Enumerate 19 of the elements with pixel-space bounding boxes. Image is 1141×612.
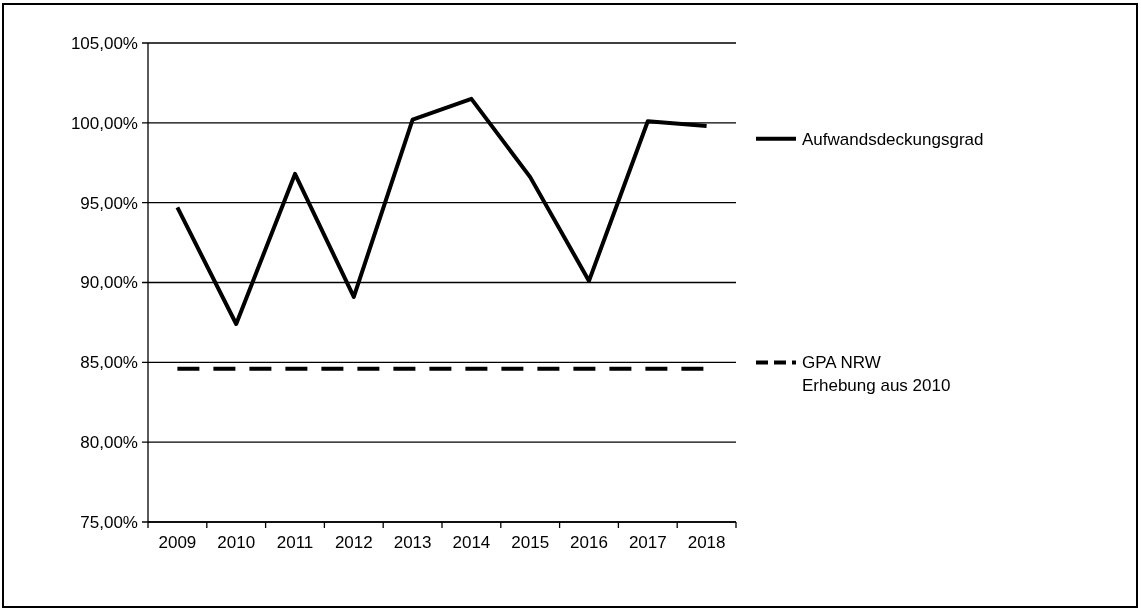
x-tick-label: 2011: [276, 533, 314, 552]
legend-label: GPA NRW Erhebung aus 2010: [802, 353, 951, 395]
x-tick-label: 2010: [217, 533, 256, 552]
x-tick-label: 2009: [158, 533, 197, 552]
y-tick-label: 90,00%: [80, 273, 138, 293]
y-tick-label: 105,00%: [70, 33, 138, 53]
x-tick-label: 2017: [628, 533, 667, 552]
x-tick-label: 2014: [452, 533, 491, 552]
y-tick-label: 100,00%: [70, 113, 138, 133]
y-tick-label: 80,00%: [80, 433, 138, 453]
y-tick-label: 75,00%: [80, 512, 138, 532]
x-tick-label: 2015: [511, 533, 550, 552]
x-tick-label: 2018: [687, 533, 726, 552]
x-tick-label: 2013: [393, 533, 432, 552]
y-tick-label: 85,00%: [80, 353, 138, 373]
x-tick-label: 2016: [570, 533, 608, 552]
legend-label: Aufwandsdeckungsgrad: [802, 129, 984, 149]
x-tick-label: 2012: [334, 533, 373, 552]
y-tick-label: 95,00%: [80, 193, 138, 213]
